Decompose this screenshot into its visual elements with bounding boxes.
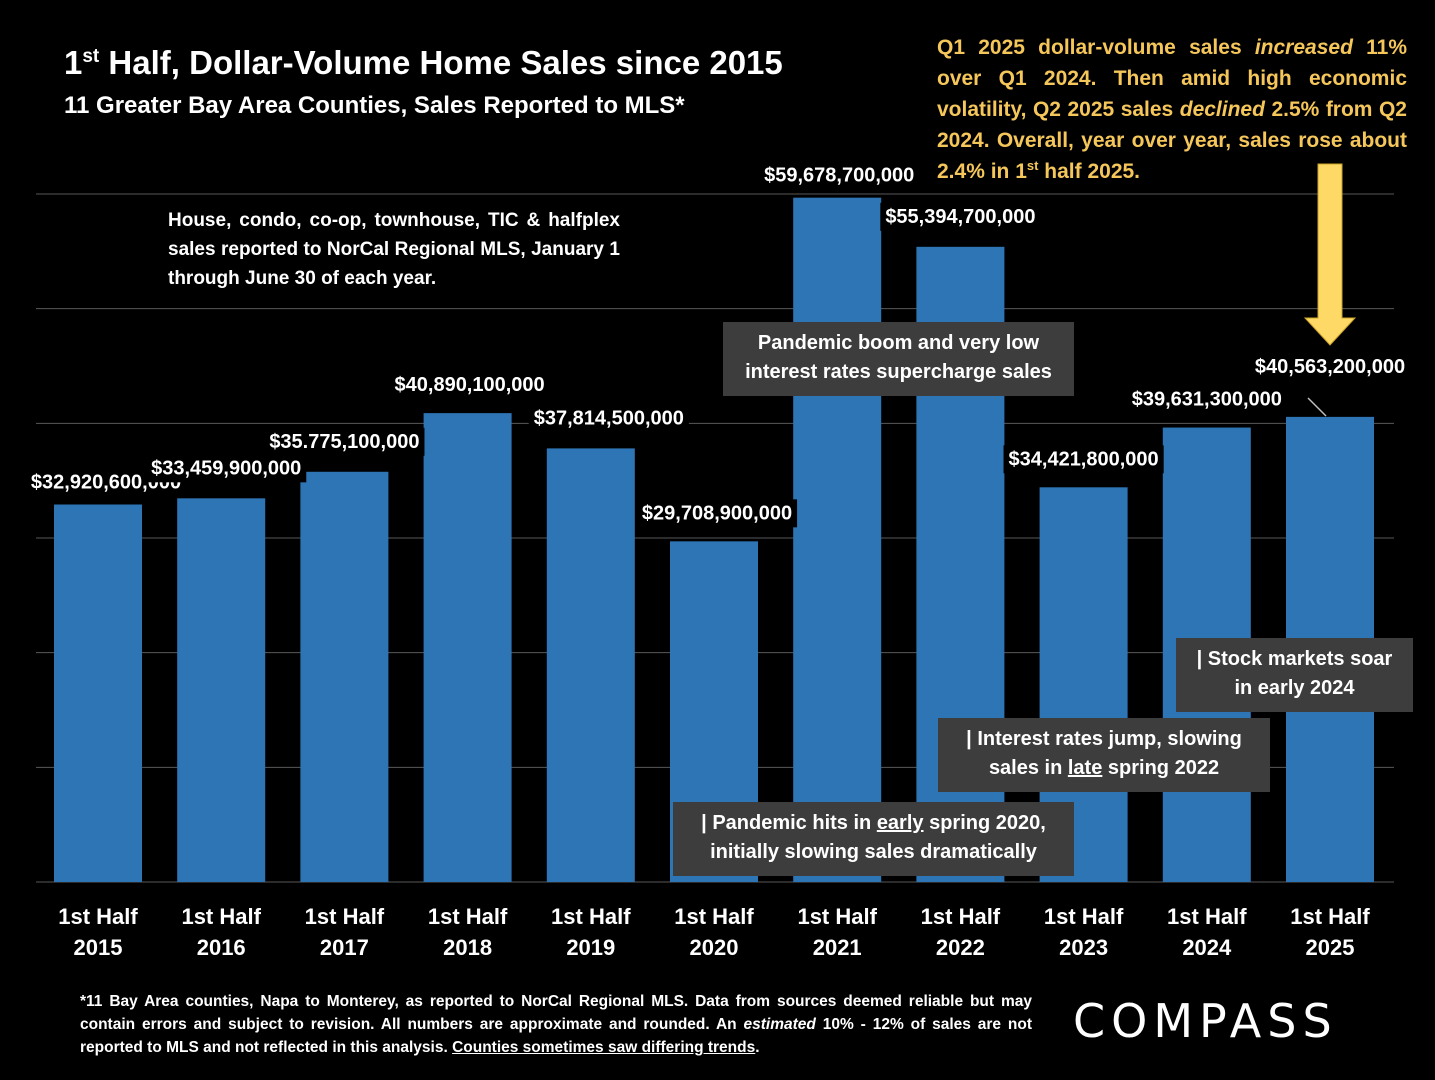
data-label: $55,394,700,000 (880, 202, 1041, 231)
x-tick-label: 1st Half 2021 (797, 904, 877, 960)
value-label: $32,920,600,000 (31, 472, 181, 494)
data-label: $34,421,800,000 (1003, 445, 1164, 474)
value-label: $39,631,300,000 (1132, 389, 1282, 411)
compass-logo: COMPASS (1073, 994, 1338, 1048)
chart-subtitle: 11 Greater Bay Area Counties, Sales Repo… (64, 92, 685, 119)
annotation-pandemic-boom: Pandemic boom and very low interest rate… (723, 322, 1074, 396)
x-tick-label: 1st Half 2025 (1290, 904, 1370, 960)
bar (300, 471, 389, 882)
value-label: $55,394,700,000 (885, 206, 1035, 228)
value-label: $40,563,200,000 (1255, 356, 1405, 378)
x-tick-label: 1st Half 2019 (551, 904, 631, 960)
data-label: $35.775,100,000 (264, 427, 425, 456)
x-tick-label: 1st Half 2023 (1044, 904, 1124, 960)
annotation-rates-jump: | Interest rates jump, slowing sales in … (938, 718, 1270, 792)
x-tick-label: 1st Half 2016 (181, 904, 261, 960)
chart-title: 1st Half, Dollar-Volume Home Sales since… (64, 44, 783, 81)
down-arrow-icon (1303, 163, 1357, 346)
bar (423, 413, 512, 882)
footnote: *11 Bay Area counties, Napa to Monterey,… (80, 993, 1033, 1056)
bar (793, 197, 882, 883)
value-label: $29,708,900,000 (642, 502, 792, 524)
data-label: $40,890,100,000 (389, 371, 550, 400)
x-tick-label: 1st Half 2024 (1167, 904, 1247, 960)
leader-line-2025 (1307, 397, 1327, 417)
bar (546, 448, 635, 882)
bar (177, 498, 266, 882)
value-label: $40,890,100,000 (395, 374, 545, 396)
x-tick-label: 1st Half 2017 (305, 904, 385, 960)
data-label: $59,678,700,000 (759, 161, 920, 190)
x-tick-label: 1st Half 2018 (428, 904, 508, 960)
x-tick-label: 1st Half 2022 (921, 904, 1001, 960)
value-label: $37,814,500,000 (534, 407, 684, 429)
x-tick-label: 1st Half 2020 (674, 904, 754, 960)
data-scope-note: House, condo, co-op, townhouse, TIC & ha… (168, 210, 620, 289)
annotation-stock-soar: | Stock markets soar in early 2024 (1176, 638, 1413, 712)
value-label: $34,421,800,000 (1009, 448, 1159, 470)
yoy-callout: Q1 2025 dollar-volume sales increased 11… (937, 36, 1407, 183)
bar (54, 504, 142, 882)
data-label: $33,459,900,000 (146, 454, 307, 483)
annotation-pandemic-hits: | Pandemic hits in early spring 2020, in… (673, 802, 1074, 876)
value-label: $59,678,700,000 (764, 165, 914, 187)
value-label: $33,459,900,000 (151, 457, 301, 479)
value-label: $35.775,100,000 (269, 431, 419, 453)
data-label: $39,631,300,000 (1126, 385, 1287, 414)
data-label: $37,814,500,000 (528, 404, 689, 433)
x-tick-label: 1st Half 2015 (58, 904, 138, 960)
data-label: $29,708,900,000 (636, 499, 798, 528)
data-label: $40,563,200,000 (1249, 352, 1411, 381)
